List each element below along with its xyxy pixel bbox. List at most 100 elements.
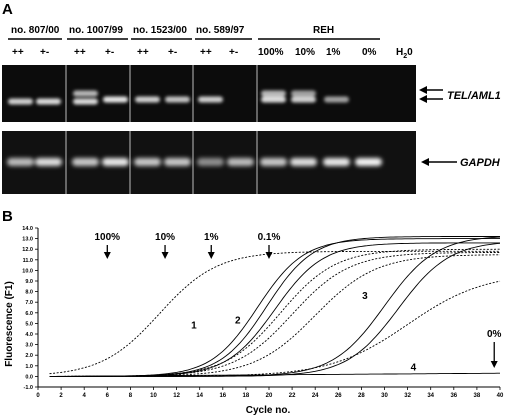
gel-band <box>36 98 61 105</box>
lane-label: +- <box>168 47 177 58</box>
gel-band <box>291 96 316 103</box>
gel-band <box>355 158 382 166</box>
lane-label: +- <box>229 47 238 58</box>
curve-label: 2 <box>235 315 241 326</box>
x-tick-label: 14 <box>196 393 203 399</box>
x-tick-label: 32 <box>404 393 411 399</box>
x-tick-label: 40 <box>497 393 504 399</box>
gel-band <box>8 98 33 105</box>
dilution-arrow-head <box>103 252 111 259</box>
sample-name: no. 1007/99 <box>69 25 123 36</box>
x-axis-label: Cycle no. <box>246 405 291 416</box>
x-tick-label: 22 <box>289 393 296 399</box>
x-tick-label: 16 <box>219 393 226 399</box>
gel-band <box>291 90 316 97</box>
gel-band <box>134 158 161 166</box>
x-tick-label: 26 <box>335 393 342 399</box>
sample-headers: no. 807/00 no. 1007/99 no. 1523/00 no. 5… <box>8 25 380 40</box>
y-tick-label: 10.0 <box>22 268 33 274</box>
dilution-arrow-label: 100% <box>95 232 121 243</box>
lane-labels: ++ +- ++ +- ++ +- ++ +- 100% 10% 1% 0% H… <box>12 47 413 60</box>
gapdh-label: GAPDH <box>460 157 501 169</box>
amplification-curve <box>49 236 500 377</box>
arrow-head <box>419 95 427 103</box>
dilution-label: 0% <box>362 47 377 58</box>
curve-label: 3 <box>362 291 368 302</box>
amplification-curve <box>49 280 501 377</box>
arrow-head <box>419 86 427 94</box>
amplification-curve <box>49 252 500 377</box>
amplification-curve <box>49 248 500 377</box>
gel-band <box>198 96 223 103</box>
dilution-arrow-label: 0% <box>487 329 502 340</box>
y-tick-label: 8.0 <box>25 290 33 296</box>
lane-label: ++ <box>137 47 149 58</box>
x-tick-label: 8 <box>129 393 133 399</box>
sample-name: no. 807/00 <box>11 25 60 36</box>
y-axis-label: Fluorescence (F1) <box>4 281 15 367</box>
amplification-curve <box>49 250 500 375</box>
amplification-chart: -1.00.01.02.03.04.05.06.07.08.09.010.011… <box>22 226 504 399</box>
x-tick-label: 38 <box>474 393 481 399</box>
gel-band <box>165 96 190 103</box>
dilution-arrow-label: 0.1% <box>258 232 281 243</box>
gel-bottom <box>2 131 416 194</box>
dilution-arrow-head <box>207 252 215 259</box>
gel-background <box>2 65 416 122</box>
x-tick-label: 18 <box>243 393 250 399</box>
gel-band <box>35 158 62 166</box>
sample-name: no. 589/97 <box>196 25 245 36</box>
gel-top <box>2 65 416 122</box>
y-tick-label: 3.0 <box>25 343 33 349</box>
x-tick-label: 36 <box>450 393 457 399</box>
y-tick-label: 14.0 <box>22 226 33 232</box>
gel-band <box>102 158 129 166</box>
y-tick-label: 0.0 <box>25 374 33 380</box>
gel-band <box>227 158 254 166</box>
amplification-curve <box>49 242 501 377</box>
y-tick-label: 13.0 <box>22 237 33 243</box>
x-tick-label: 4 <box>83 393 87 399</box>
gel-band <box>323 158 350 166</box>
panel-a-letter: A <box>2 1 13 18</box>
x-tick-label: 24 <box>312 393 319 399</box>
gel-band <box>324 96 349 103</box>
y-tick-label: 12.0 <box>22 247 33 253</box>
lane-label: +- <box>105 47 114 58</box>
gel-band <box>7 158 34 166</box>
y-tick-label: 7.0 <box>25 300 33 306</box>
x-tick-label: 0 <box>36 393 40 399</box>
gel-band <box>260 158 287 166</box>
lane-label: ++ <box>200 47 212 58</box>
dilution-arrow-label: 10% <box>155 232 175 243</box>
x-tick-label: 6 <box>106 393 110 399</box>
y-tick-label: 5.0 <box>25 321 33 327</box>
dilution-arrow-head <box>161 252 169 259</box>
gel-band <box>73 90 98 97</box>
x-tick-label: 28 <box>358 393 365 399</box>
y-tick-label: -1.0 <box>24 385 33 391</box>
x-tick-label: 34 <box>427 393 434 399</box>
dilution-arrow-head <box>490 361 498 368</box>
dilution-label: 10% <box>295 47 315 58</box>
amplification-curve <box>49 236 501 377</box>
amplification-curve <box>49 372 500 377</box>
dilution-arrow-head <box>265 252 273 259</box>
amplification-curve <box>49 254 500 377</box>
x-tick-label: 10 <box>150 393 157 399</box>
gel-band <box>197 158 224 166</box>
gel-band <box>72 158 99 166</box>
dilution-arrow-label: 1% <box>204 232 219 243</box>
y-tick-label: 4.0 <box>25 332 33 338</box>
x-tick-label: 30 <box>381 393 388 399</box>
y-tick-label: 11.0 <box>23 258 33 264</box>
gel-arrows: TEL/AML1 GAPDH <box>419 86 501 169</box>
x-tick-label: 20 <box>266 393 273 399</box>
reh-label: REH <box>313 25 334 36</box>
gel-band <box>103 96 128 103</box>
curve-label: 1 <box>191 321 197 332</box>
y-tick-label: 6.0 <box>25 311 33 317</box>
gel-band <box>73 98 98 105</box>
gel-band <box>290 158 317 166</box>
curve-label: 4 <box>411 363 417 374</box>
